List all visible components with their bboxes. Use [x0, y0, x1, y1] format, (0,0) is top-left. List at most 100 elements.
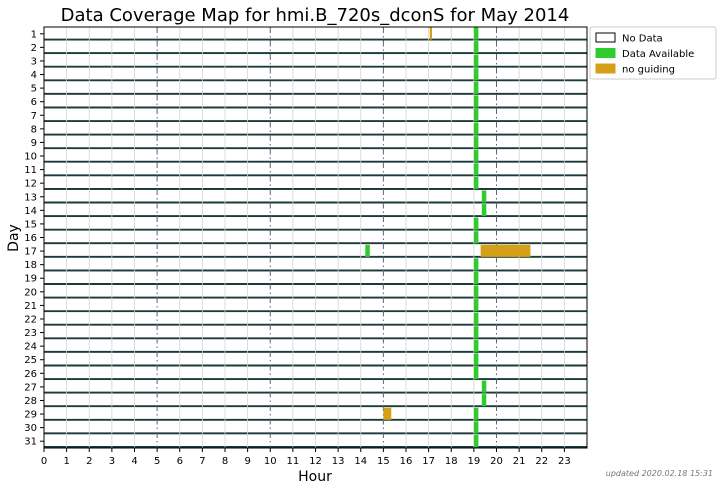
data-available-segment — [473, 27, 479, 40]
y-tick-label: 29 — [24, 410, 37, 421]
x-tick-label: 2 — [86, 456, 92, 467]
y-tick-label: 2 — [31, 43, 37, 54]
y-tick-label: 26 — [24, 369, 37, 380]
no-guiding-segment — [480, 244, 531, 257]
x-tick-label: 23 — [558, 456, 571, 467]
y-axis-ticks: 1234567891011121314151617181920212223242… — [24, 29, 44, 448]
y-tick-label: 12 — [24, 179, 37, 190]
y-tick-label: 20 — [24, 287, 37, 298]
x-tick-label: 0 — [41, 456, 47, 467]
no-guiding-segment — [429, 27, 433, 40]
data-available-segment — [473, 326, 479, 339]
data-available-segment — [473, 258, 479, 271]
y-tick-label: 11 — [24, 165, 37, 176]
data-available-segment — [473, 339, 479, 352]
x-tick-label: 9 — [244, 456, 250, 467]
x-tick-label: 13 — [332, 456, 345, 467]
data-available-segment — [473, 271, 479, 285]
legend-swatch — [595, 63, 616, 74]
data-available-segment — [473, 68, 479, 81]
x-tick-label: 12 — [309, 456, 322, 467]
data-available-segment — [473, 54, 479, 67]
y-tick-label: 28 — [24, 396, 37, 407]
x-tick-label: 21 — [513, 456, 526, 467]
legend: No Data Data Available no guiding — [589, 26, 717, 80]
data-available-segment — [473, 163, 479, 176]
x-tick-label: 18 — [445, 456, 458, 467]
data-available-segment — [473, 407, 479, 420]
data-available-segment — [473, 285, 479, 298]
x-tick-label: 4 — [131, 456, 137, 467]
data-available-segment — [481, 394, 487, 407]
data-available-segment — [473, 41, 479, 54]
x-tick-label: 20 — [490, 456, 503, 467]
y-tick-label: 15 — [24, 219, 37, 230]
y-tick-label: 18 — [24, 260, 37, 271]
y-tick-label: 30 — [24, 423, 37, 434]
legend-label: Data Available — [622, 49, 694, 60]
x-tick-label: 14 — [354, 456, 367, 467]
legend-label: No Data — [622, 34, 663, 45]
data-available-segment — [473, 81, 479, 94]
y-tick-label: 23 — [24, 328, 37, 339]
data-available-segment — [473, 421, 479, 434]
data-available-segment — [473, 149, 479, 162]
y-tick-label: 4 — [31, 70, 37, 81]
data-available-segment — [481, 190, 487, 203]
x-tick-label: 8 — [222, 456, 228, 467]
y-tick-label: 10 — [24, 152, 37, 163]
data-available-segment — [473, 122, 479, 135]
y-tick-label: 25 — [24, 355, 37, 366]
y-tick-label: 6 — [31, 97, 37, 108]
data-available-segment — [473, 217, 479, 230]
y-tick-label: 22 — [24, 314, 37, 325]
x-tick-label: 3 — [109, 456, 115, 467]
y-tick-label: 1 — [31, 29, 37, 40]
data-available-segment — [473, 312, 479, 325]
x-tick-label: 17 — [422, 456, 435, 467]
data-available-segment — [481, 380, 487, 393]
y-tick-label: 8 — [31, 124, 37, 135]
x-tick-label: 5 — [154, 456, 160, 467]
data-available-segment — [473, 176, 479, 189]
x-tick-label: 16 — [400, 456, 413, 467]
no-guiding-segment — [383, 407, 392, 420]
y-tick-label: 21 — [24, 301, 37, 312]
data-available-segment — [473, 353, 479, 366]
legend-swatch — [595, 32, 616, 43]
y-tick-label: 19 — [24, 274, 37, 285]
x-tick-label: 7 — [199, 456, 205, 467]
data-available-segment — [481, 204, 487, 217]
x-tick-label: 1 — [63, 456, 69, 467]
y-tick-label: 7 — [31, 111, 37, 122]
coverage-segments — [365, 27, 531, 447]
y-tick-label: 14 — [24, 206, 37, 217]
y-tick-label: 3 — [31, 56, 37, 67]
x-tick-label: 22 — [535, 456, 548, 467]
updated-timestamp: updated 2020.02.18 15:31 — [606, 469, 713, 478]
x-tick-label: 15 — [377, 456, 390, 467]
legend-box — [589, 26, 717, 80]
x-tick-label: 10 — [264, 456, 277, 467]
y-tick-label: 27 — [24, 382, 37, 393]
data-available-segment — [473, 136, 479, 149]
x-tick-label: 6 — [177, 456, 183, 467]
hour-gridlines — [66, 27, 565, 448]
data-available-segment — [473, 231, 479, 244]
data-available-segment — [473, 367, 479, 380]
data-available-segment — [473, 434, 479, 447]
y-tick-label: 17 — [24, 247, 37, 258]
y-tick-label: 16 — [24, 233, 37, 244]
data-available-segment — [473, 299, 479, 312]
chart-title: Data Coverage Map for hmi.B_720s_dconS f… — [61, 5, 570, 26]
x-tick-label: 11 — [287, 456, 300, 467]
y-tick-label: 5 — [31, 84, 37, 95]
x-axis-label: Hour — [298, 469, 332, 485]
legend-swatch — [595, 48, 616, 58]
data-available-segment — [473, 95, 479, 108]
x-axis-ticks: 0 1 2 3 4 5 6 7 8 9 10 11 12 13 14 15 16 17 18 19 20 21 22 23 — [41, 448, 571, 467]
y-axis-label: Day — [6, 224, 22, 252]
x-tick-label: 19 — [468, 456, 481, 467]
y-tick-label: 9 — [31, 138, 37, 149]
